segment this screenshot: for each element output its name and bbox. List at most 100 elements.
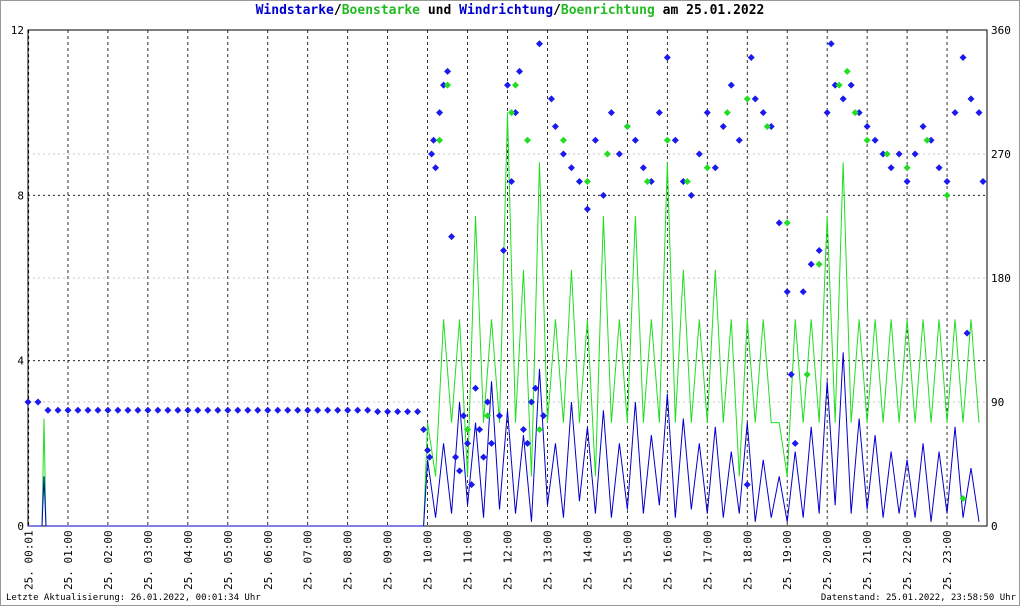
direction-marker	[815, 260, 823, 268]
direction-marker	[723, 109, 731, 117]
direction-marker	[879, 150, 887, 158]
y2-tick-label: 90	[991, 396, 1004, 409]
direction-marker	[254, 406, 262, 414]
direction-marker	[615, 150, 623, 158]
x-tick-label: 25. 17:00	[701, 530, 714, 590]
direction-marker	[767, 122, 775, 130]
series-line	[28, 352, 980, 527]
direction-marker	[815, 246, 823, 254]
direction-marker	[847, 81, 855, 89]
direction-marker	[535, 40, 543, 48]
direction-marker	[591, 136, 599, 144]
direction-marker	[500, 246, 508, 254]
direction-marker	[539, 412, 547, 420]
direction-marker	[144, 406, 152, 414]
direction-marker	[84, 406, 92, 414]
direction-marker	[663, 136, 671, 144]
direction-marker	[807, 260, 815, 268]
title-part: Boenrichtung	[561, 3, 655, 18]
direction-marker	[472, 384, 480, 392]
direction-marker	[507, 109, 515, 117]
x-tick-label: 25. 12:00	[502, 530, 515, 590]
direction-marker	[244, 406, 252, 414]
direction-marker	[436, 136, 444, 144]
direction-marker	[751, 95, 759, 103]
direction-marker	[759, 109, 767, 117]
direction-marker	[895, 150, 903, 158]
direction-marker	[424, 446, 432, 454]
direction-marker	[214, 406, 222, 414]
series-line	[28, 112, 980, 527]
title-part: /	[553, 3, 561, 18]
direction-marker	[975, 109, 983, 117]
plot-frame	[27, 29, 988, 527]
direction-marker	[963, 329, 971, 337]
direction-marker	[464, 426, 472, 434]
direction-marker	[24, 398, 32, 406]
title-part: am 25.01.2022	[655, 3, 765, 18]
x-tick-label: 25. 11:00	[462, 530, 475, 590]
direction-marker	[523, 136, 531, 144]
title-part: Boenstarke	[342, 3, 420, 18]
direction-marker	[803, 370, 811, 378]
x-tick-label: 25. 19:00	[781, 530, 794, 590]
direction-marker	[703, 109, 711, 117]
x-tick-label: 25. 23:00	[941, 530, 954, 590]
x-tick-label: 25. 20:00	[821, 530, 834, 590]
direction-marker	[476, 426, 484, 434]
direction-marker	[314, 406, 322, 414]
direction-marker	[174, 406, 182, 414]
direction-marker	[488, 439, 496, 447]
direction-marker	[452, 453, 460, 461]
x-tick-label: 25. 21:00	[861, 530, 874, 590]
title-part: /	[334, 3, 342, 18]
x-tick-label: 25. 02:00	[102, 530, 115, 590]
direction-marker	[743, 481, 751, 489]
direction-marker	[711, 164, 719, 172]
direction-marker	[464, 439, 472, 447]
y-tick-label: 12	[11, 24, 24, 37]
x-tick-label: 25. 22:00	[901, 530, 914, 590]
direction-marker	[787, 370, 795, 378]
direction-marker	[496, 412, 504, 420]
direction-marker	[643, 178, 651, 186]
direction-marker	[839, 95, 847, 103]
direction-marker	[967, 95, 975, 103]
direction-marker	[567, 164, 575, 172]
direction-marker	[124, 406, 132, 414]
direction-marker	[114, 406, 122, 414]
direction-marker	[523, 439, 531, 447]
direction-marker	[719, 122, 727, 130]
direction-marker	[294, 406, 302, 414]
direction-marker	[440, 81, 448, 89]
direction-marker	[304, 406, 312, 414]
direction-marker	[923, 136, 931, 144]
direction-marker	[334, 406, 342, 414]
direction-marker	[835, 81, 843, 89]
direction-marker	[823, 109, 831, 117]
direction-marker	[683, 178, 691, 186]
direction-marker	[631, 136, 639, 144]
direction-marker	[531, 384, 539, 392]
direction-marker	[64, 406, 72, 414]
title-part: Windrichtung	[459, 3, 553, 18]
direction-marker	[511, 81, 519, 89]
x-tick-label: 25. 14:00	[581, 530, 594, 590]
direction-marker	[583, 178, 591, 186]
x-tick-label: 25. 09:00	[382, 530, 395, 590]
direction-marker	[607, 109, 615, 117]
direction-marker	[943, 191, 951, 199]
y-tick-label: 0	[17, 520, 24, 533]
footer-left: Letzte Aktualisierung: 26.01.2022, 00:01…	[6, 593, 261, 603]
direction-marker	[927, 136, 935, 144]
title-part: Windstarke	[256, 3, 334, 18]
direction-marker	[507, 178, 515, 186]
direction-marker	[951, 109, 959, 117]
direction-marker	[364, 406, 372, 414]
direction-marker	[274, 406, 282, 414]
direction-marker	[468, 481, 476, 489]
direction-marker	[831, 81, 839, 89]
direction-marker	[504, 81, 511, 89]
